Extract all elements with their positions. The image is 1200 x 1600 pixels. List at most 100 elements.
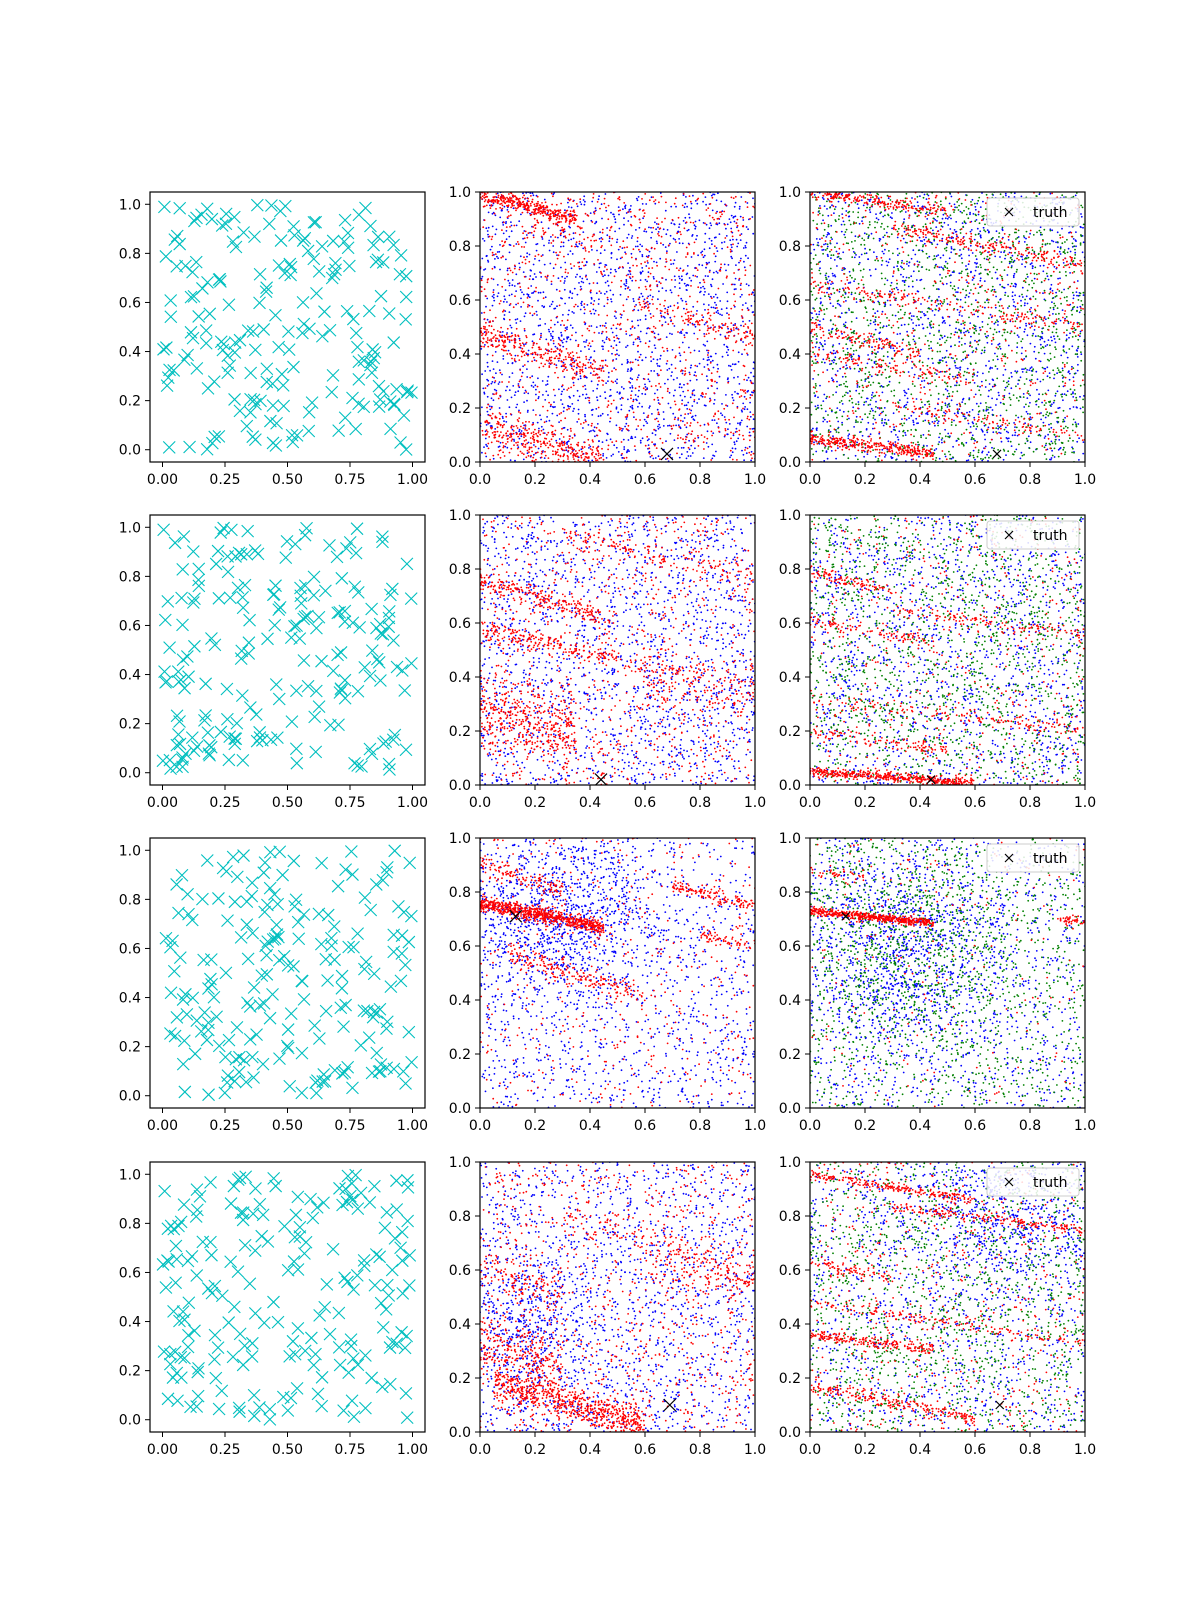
data-point: [512, 425, 515, 428]
data-point: [552, 251, 555, 254]
data-point: [595, 426, 598, 429]
data-point: [489, 369, 491, 372]
data-point: [838, 342, 841, 345]
data-point: [562, 455, 565, 458]
data-point: [629, 270, 632, 273]
data-point: [578, 233, 581, 236]
data-point: [726, 405, 729, 407]
data-point: [610, 298, 612, 300]
data-point: [885, 231, 888, 234]
data-point: [725, 351, 728, 354]
data-point: [746, 415, 749, 418]
data-point: [630, 390, 633, 392]
data-point: [656, 284, 659, 287]
data-point: [686, 205, 688, 208]
data-point: [533, 312, 536, 315]
data-point: [655, 240, 658, 243]
data-point: [639, 340, 642, 343]
data-point: [731, 402, 734, 405]
data-point: [557, 254, 560, 257]
data-point: [717, 418, 720, 420]
data-point: [485, 333, 488, 335]
data-point: [656, 358, 659, 361]
data-point: [570, 238, 573, 241]
data-point: [999, 414, 1002, 417]
data-point: [494, 433, 497, 436]
data-point: [653, 344, 656, 347]
data-point: [512, 196, 515, 198]
data-point: [935, 448, 938, 450]
data-point: [663, 350, 665, 352]
data-point: [638, 248, 640, 251]
data-point: [737, 422, 739, 425]
data-point: [507, 273, 509, 276]
data-point: [716, 307, 718, 309]
data-point: [486, 337, 489, 339]
data-point: [491, 212, 494, 215]
data-point: [953, 419, 955, 422]
data-point: [563, 388, 565, 391]
data-point: [707, 308, 710, 311]
data-point: [574, 455, 577, 458]
data-point: [593, 430, 596, 433]
data-point: [546, 277, 548, 279]
sample-marker: [315, 239, 329, 253]
data-point: [655, 447, 658, 449]
data-point: [565, 449, 568, 452]
data-point: [711, 278, 714, 281]
data-point: [672, 394, 675, 397]
data-point: [521, 196, 524, 199]
data-point: [834, 356, 837, 359]
data-point: [537, 209, 540, 212]
data-point: [830, 450, 833, 452]
data-point: [733, 329, 735, 331]
data-point: [712, 296, 715, 298]
data-point: [526, 452, 529, 455]
data-point: [973, 274, 976, 277]
x-axis: 0.0 0.2 0.4 0.6 0.8 1.0: [469, 462, 766, 488]
data-point: [680, 315, 683, 318]
data-point: [1072, 297, 1075, 300]
data-point: [839, 409, 841, 411]
data-point: [658, 320, 661, 322]
data-point: [549, 362, 552, 365]
data-point: [494, 253, 497, 256]
data-point: [702, 192, 705, 195]
data-point: [564, 261, 567, 264]
data-point: [882, 424, 885, 427]
data-point: [568, 438, 571, 440]
data-point: [934, 219, 937, 221]
data-point: [506, 209, 509, 211]
data-point: [567, 445, 570, 447]
data-point: [642, 387, 645, 390]
data-point: [571, 217, 574, 220]
data-point: [568, 199, 571, 202]
data-point: [606, 302, 609, 305]
data-point: [626, 359, 629, 361]
data-point: [490, 205, 493, 207]
data-point: [630, 256, 633, 259]
data-point: [636, 245, 639, 248]
data-point: [490, 406, 493, 409]
data-point: [871, 394, 873, 396]
data-point: [651, 441, 653, 443]
data-point: [579, 198, 582, 201]
data-point: [710, 285, 713, 288]
data-point: [997, 391, 1000, 394]
data-point: [594, 457, 597, 460]
data-point: [980, 380, 983, 383]
data-point: [590, 219, 593, 222]
data-point: [593, 212, 596, 215]
plot-area: [810, 192, 1085, 462]
data-point: [685, 256, 687, 258]
sample-marker: [260, 375, 274, 389]
data-point: [592, 374, 594, 376]
data-point: [706, 340, 709, 343]
data-point: [515, 209, 517, 212]
data-point: [518, 359, 521, 361]
data-point: [963, 331, 965, 334]
data-point: [683, 441, 686, 444]
data-point: [540, 221, 543, 224]
data-point: [737, 376, 739, 378]
data-point: [940, 266, 943, 268]
